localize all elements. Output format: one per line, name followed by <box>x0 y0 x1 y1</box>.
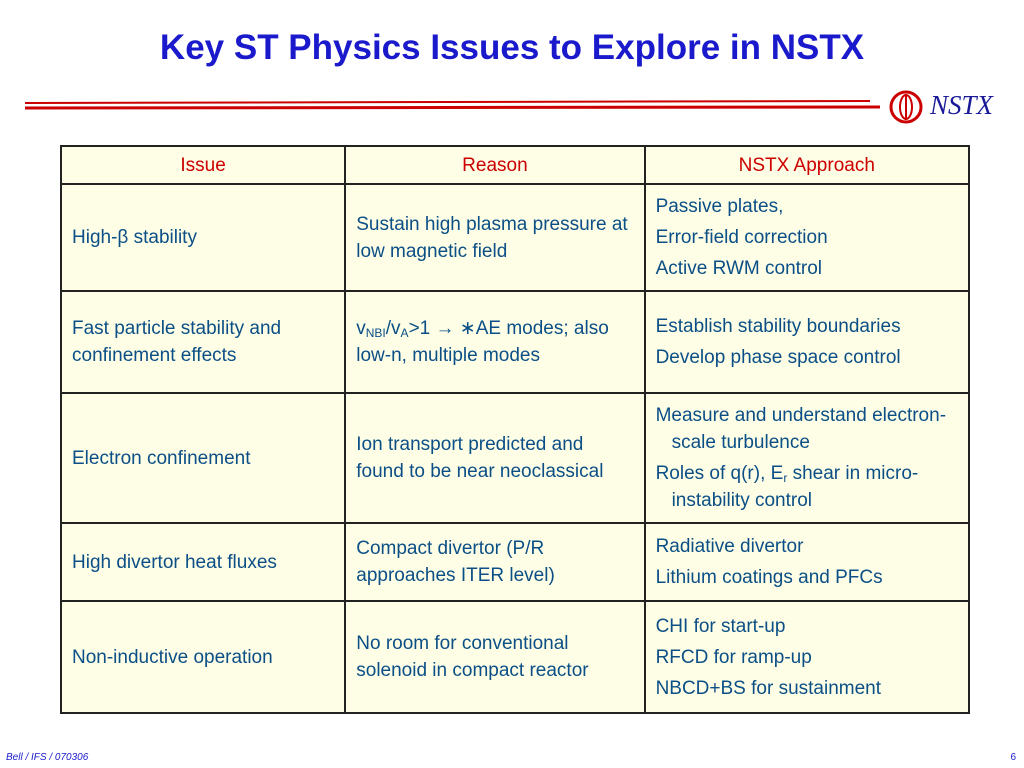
column-header: Reason <box>344 145 646 185</box>
cell: Electron confinement <box>59 392 347 524</box>
subscript: NBI <box>365 326 386 340</box>
cell: No room for conventional solenoid in com… <box>344 600 646 714</box>
cell-text: NBCD+BS for sustainment <box>656 675 958 702</box>
cell: Ion transport predicted and found to be … <box>344 392 646 524</box>
subscript: A <box>400 326 409 340</box>
cell: Measure and understand electron-scale tu… <box>643 392 971 524</box>
cell-text: Active RWM control <box>656 255 958 282</box>
text: Measure and understand electron-scale tu… <box>655 405 947 453</box>
cell: Passive plates, Error-field correction Act… <box>643 183 971 292</box>
table: Issue Reason NSTX Approach High-β stability… <box>59 145 971 714</box>
cell-text: Electron confinement <box>72 445 334 472</box>
subscript: r <box>783 471 788 485</box>
cell: Non-inductive operation <box>59 600 347 714</box>
text: NBCD+BS for sustainment <box>655 677 882 699</box>
text: >1 → ∗AE modes; also low-n, multiple mod… <box>356 318 609 366</box>
cell: Radiative divertor Lithium coatings and P… <box>643 522 971 602</box>
text: Ion transport predicted and found to be … <box>356 434 604 482</box>
cell-text: Radiative divertor <box>656 533 958 560</box>
cell-text: High-β stability <box>72 224 334 251</box>
column-header: NSTX Approach <box>643 145 971 185</box>
cell-text: Measure and understand electron-scale tu… <box>656 402 958 456</box>
cell-text: Lithium coatings and PFCs <box>656 564 958 591</box>
cell-text: vNBI/vA>1 → ∗AE modes; also low-n, multi… <box>356 315 633 369</box>
text: Passive plates, <box>655 196 784 217</box>
cell: Fast particle stability and confinement … <box>59 290 347 394</box>
header-decoration <box>24 90 923 124</box>
cell-text: Roles of q(r), Er shear in micro-instabi… <box>656 460 958 514</box>
text: Error-field correction <box>655 227 828 248</box>
cell-text: Ion transport predicted and found to be … <box>356 431 633 485</box>
cell-text: High divertor heat fluxes <box>72 549 334 576</box>
cell-text: Sustain high plasma pressure at low magn… <box>356 211 633 265</box>
cell-text: RFCD for ramp-up <box>656 644 958 671</box>
text: High divertor heat fluxes <box>72 551 277 573</box>
footer-left: Bell / IFS / 070306 <box>6 752 89 763</box>
text: Radiative divertor <box>655 536 804 557</box>
cell: CHI for start-up RFCD for ramp-up NBCD+BS … <box>643 600 971 714</box>
logo-icon <box>889 90 923 124</box>
text: Compact divertor (P/R approaches ITER le… <box>356 538 555 586</box>
rule <box>24 105 881 110</box>
text: shear in micro-instability control <box>671 463 919 511</box>
cell-text: No room for conventional solenoid in com… <box>356 630 633 684</box>
cell-text: Develop phase space control <box>656 344 958 371</box>
table-row: Electron confinement Ion transport predic… <box>59 392 971 524</box>
cell: Sustain high plasma pressure at low magn… <box>344 183 646 292</box>
text: /v <box>385 318 401 339</box>
cell-text: Passive plates, <box>656 193 958 220</box>
cell: High divertor heat fluxes <box>59 522 347 602</box>
cell: Establish stability boundaries Develop ph… <box>643 290 971 394</box>
text: Electron confinement <box>72 447 251 469</box>
text: Sustain high plasma pressure at low magn… <box>356 213 628 262</box>
table-row: Fast particle stability and confinement … <box>59 290 971 394</box>
text: High-β stability <box>72 227 197 248</box>
title: Key ST Physics Issues to Explore in NSTX <box>159 28 865 67</box>
cell-text: CHI for start-up <box>656 613 958 640</box>
text: No room for conventional solenoid in com… <box>356 633 589 681</box>
table-row: Non-inductive operation No room for conve… <box>59 600 971 714</box>
text: Fast particle stability and confinement … <box>72 318 282 366</box>
column-header: Issue <box>59 145 347 185</box>
rule <box>24 100 871 104</box>
cell: vNBI/vA>1 → ∗AE modes; also low-n, multi… <box>344 290 646 394</box>
text: v <box>356 318 366 339</box>
text: Non-inductive operation <box>72 646 273 668</box>
cell: High-β stability <box>59 183 347 292</box>
logo-text: NSTX <box>930 90 994 120</box>
text: RFCD for ramp-up <box>655 646 812 668</box>
cell-text: Establish stability boundaries <box>656 313 958 340</box>
text: Lithium coatings and PFCs <box>655 567 883 588</box>
text: Establish stability boundaries <box>655 316 901 337</box>
cell: Compact divertor (P/R approaches ITER le… <box>344 522 646 602</box>
cell-text: Non-inductive operation <box>72 644 334 671</box>
cell-text: Compact divertor (P/R approaches ITER le… <box>356 535 633 589</box>
text: Active RWM control <box>655 258 823 279</box>
cell-text: Fast particle stability and confinement … <box>72 315 334 369</box>
page-number: 6 <box>1010 752 1016 763</box>
table-row: High divertor heat fluxes Compact diverto… <box>59 522 971 602</box>
text: Develop phase space control <box>655 347 901 368</box>
text: CHI for start-up <box>655 615 786 637</box>
text: Roles of q(r), E <box>655 463 784 484</box>
cell-text: Error-field correction <box>656 224 958 251</box>
table-row: High-β stability Sustain high plasma pres… <box>59 183 971 292</box>
